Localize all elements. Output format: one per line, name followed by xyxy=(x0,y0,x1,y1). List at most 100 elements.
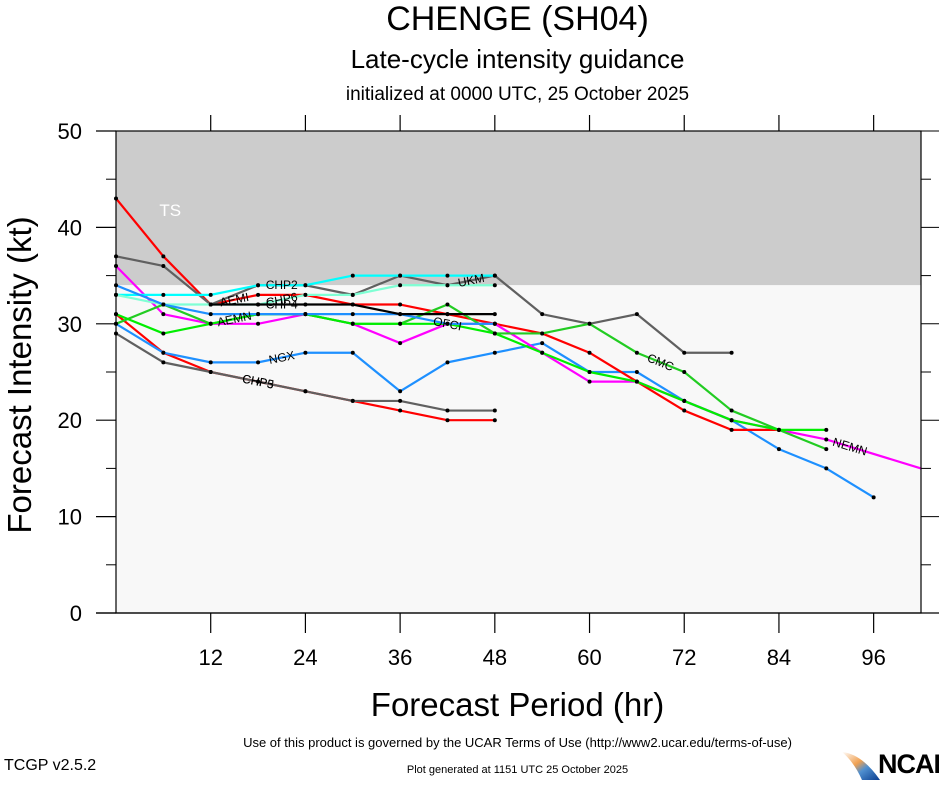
ncar-logo: NCAR xyxy=(840,748,939,780)
data-point-aemi xyxy=(161,254,166,259)
series-label-chp3: CHP3 xyxy=(241,372,275,392)
data-point-chp3 xyxy=(492,408,497,413)
data-point-chp3 xyxy=(208,370,213,374)
data-point-aemn xyxy=(824,427,829,432)
data-point-ngx xyxy=(303,350,308,355)
series-label-chp2: CHP2 xyxy=(266,278,298,292)
series-line-aemn xyxy=(115,313,827,431)
data-point-ngx xyxy=(256,360,261,365)
data-point-chp3 xyxy=(350,398,355,403)
y-tick-label: 0 xyxy=(70,601,82,626)
x-tick-label: 12 xyxy=(198,645,222,670)
data-point-ngx xyxy=(776,447,781,452)
chart-subtitle: Late-cycle intensity guidance xyxy=(350,44,685,74)
data-point-chp3 xyxy=(303,389,308,394)
data-point-ngx xyxy=(492,350,497,355)
data-point-ofci xyxy=(161,302,166,307)
data-point-aemi xyxy=(729,427,734,432)
data-point-ngx xyxy=(824,466,829,471)
data-point-chp6 xyxy=(350,292,355,297)
x-tick-label: 96 xyxy=(861,645,885,670)
data-point-chp4 xyxy=(303,302,308,307)
data-point-aemi xyxy=(682,408,687,413)
data-point-chp2 xyxy=(398,273,403,278)
data-point-nemn xyxy=(824,437,829,442)
data-point-chp6 xyxy=(398,283,403,288)
data-point-chp3 xyxy=(161,360,166,365)
data-point-cmc xyxy=(824,447,829,452)
series-label-ofci: OFCI xyxy=(432,314,463,333)
data-point-aemn xyxy=(492,331,497,336)
data-point-ofci xyxy=(445,321,450,326)
data-point-chp5 xyxy=(398,408,403,413)
data-point-aemn xyxy=(634,379,639,384)
y-tick-label: 50 xyxy=(58,119,82,144)
data-point-ngx xyxy=(161,350,166,355)
y-tick-label: 40 xyxy=(58,215,82,240)
data-point-ukm xyxy=(161,263,166,268)
data-point-cmc xyxy=(682,370,687,374)
data-point-aemi xyxy=(256,292,261,297)
data-point-ofci xyxy=(256,312,261,317)
band-label-ts: TS xyxy=(159,201,181,220)
data-point-nemn xyxy=(256,321,261,326)
series-label-aemi: AEMI xyxy=(219,290,251,310)
data-point-chp2 xyxy=(256,283,261,288)
data-point-chp5 xyxy=(445,418,450,423)
y-tick-label: 30 xyxy=(58,312,82,337)
data-point-chp6 xyxy=(492,283,497,288)
data-point-ukm xyxy=(634,312,639,317)
data-point-chp4 xyxy=(256,302,261,307)
data-point-nemn xyxy=(161,312,166,317)
data-point-chp4 xyxy=(398,312,403,317)
ncar-logo-text: NCAR xyxy=(878,749,939,779)
data-point-chp6 xyxy=(445,283,450,288)
data-point-aemi xyxy=(398,302,403,307)
data-point-aemi xyxy=(587,350,592,355)
version-label: TCGP v2.5.2 xyxy=(4,757,97,774)
data-point-chp2 xyxy=(303,283,308,288)
data-point-chp2 xyxy=(492,273,497,278)
data-point-aemn xyxy=(776,427,781,432)
data-point-aemn xyxy=(398,321,403,326)
data-point-ofci xyxy=(350,312,355,317)
data-point-chp2 xyxy=(208,292,213,297)
data-point-chp3 xyxy=(445,408,450,413)
series-label-ukm: UKM xyxy=(457,271,486,290)
data-point-ngx xyxy=(208,360,213,365)
series-label-aemn: AEMN xyxy=(216,309,253,330)
x-tick-label: 84 xyxy=(767,645,791,670)
series-label-chp6: CHP6 xyxy=(265,290,299,310)
data-point-nemn xyxy=(587,379,592,384)
data-point-chp5 xyxy=(492,418,497,423)
data-point-cmc xyxy=(540,331,545,336)
data-point-aemn xyxy=(682,398,687,403)
data-point-ukm xyxy=(540,312,545,317)
data-point-chp4 xyxy=(445,312,450,317)
terms-of-use: Use of this product is governed by the U… xyxy=(243,735,792,750)
x-tick-label: 48 xyxy=(483,645,507,670)
data-point-cmc xyxy=(445,302,450,307)
data-point-cmc xyxy=(729,408,734,413)
chart-title: CHENGE (SH04) xyxy=(386,0,649,38)
data-point-ngx xyxy=(634,370,639,374)
x-tick-label: 60 xyxy=(577,645,601,670)
data-point-ngx xyxy=(398,389,403,394)
data-point-chp4 xyxy=(350,302,355,307)
series-label-chp4: CHP4 xyxy=(266,298,298,312)
x-tick-label: 36 xyxy=(388,645,412,670)
x-tick-label: 72 xyxy=(672,645,696,670)
init-time: initialized at 0000 UTC, 25 October 2025 xyxy=(345,84,690,105)
data-point-chp2 xyxy=(350,273,355,278)
data-point-aemn xyxy=(587,370,592,374)
data-point-chp6 xyxy=(303,292,308,297)
data-point-ofci xyxy=(208,312,213,317)
data-point-chp4 xyxy=(492,312,497,317)
data-point-aemn xyxy=(208,321,213,326)
data-point-ngx xyxy=(445,360,450,365)
data-point-aemn xyxy=(350,321,355,326)
data-point-ofci xyxy=(303,312,308,317)
data-point-chp4 xyxy=(208,302,213,307)
intensity-band xyxy=(116,285,921,613)
